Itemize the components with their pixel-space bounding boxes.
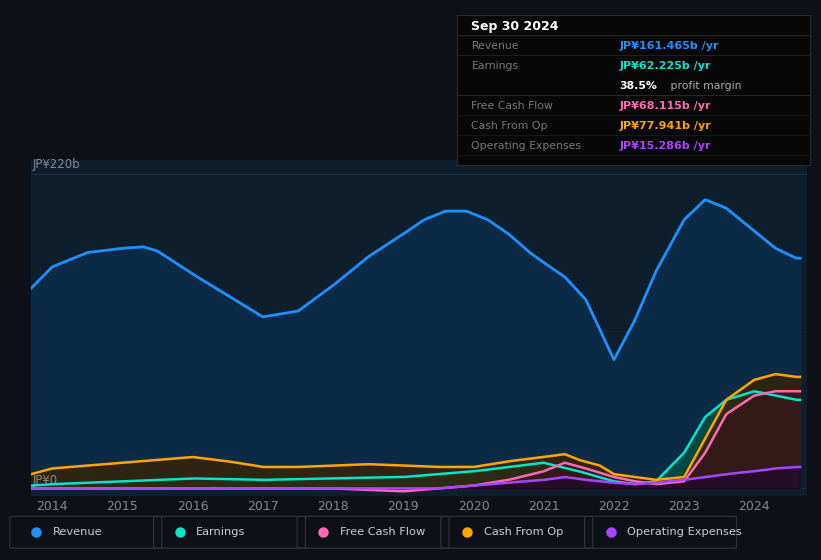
- Text: 38.5%: 38.5%: [620, 81, 658, 91]
- Text: Free Cash Flow: Free Cash Flow: [471, 101, 553, 111]
- Text: profit margin: profit margin: [667, 81, 742, 91]
- Text: Earnings: Earnings: [471, 61, 519, 71]
- Text: Revenue: Revenue: [471, 41, 519, 51]
- Text: JP¥220b: JP¥220b: [33, 158, 80, 171]
- Text: Operating Expenses: Operating Expenses: [627, 527, 742, 537]
- Text: Sep 30 2024: Sep 30 2024: [471, 20, 559, 32]
- Text: JP¥15.286b /yr: JP¥15.286b /yr: [620, 141, 711, 151]
- Text: JP¥161.465b /yr: JP¥161.465b /yr: [620, 41, 719, 51]
- Text: Earnings: Earnings: [196, 527, 245, 537]
- Text: JP¥68.115b /yr: JP¥68.115b /yr: [620, 101, 711, 111]
- Text: Cash From Op: Cash From Op: [484, 527, 563, 537]
- Text: Operating Expenses: Operating Expenses: [471, 141, 581, 151]
- Text: Revenue: Revenue: [53, 527, 102, 537]
- Text: Free Cash Flow: Free Cash Flow: [340, 527, 425, 537]
- Text: JP¥77.941b /yr: JP¥77.941b /yr: [620, 121, 712, 131]
- Text: JP¥0: JP¥0: [33, 474, 57, 487]
- Text: JP¥62.225b /yr: JP¥62.225b /yr: [620, 61, 711, 71]
- Text: Cash From Op: Cash From Op: [471, 121, 548, 131]
